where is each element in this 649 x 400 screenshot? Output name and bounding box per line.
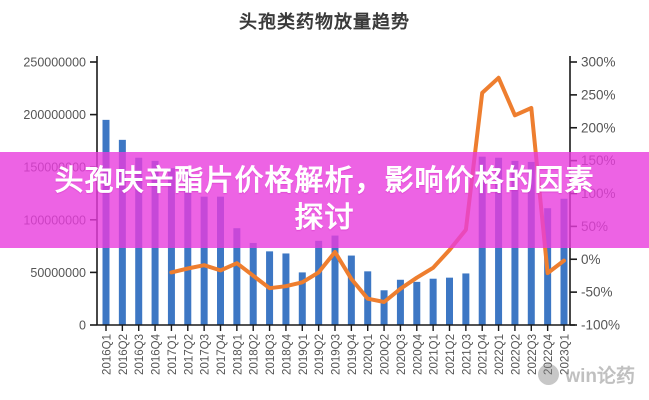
headline-line-1: 头孢呋辛酯片价格解析，影响价格的因素 <box>54 165 595 197</box>
bar-2018Q1 <box>233 228 241 325</box>
x-tick-label: 2018Q2 <box>249 334 261 375</box>
x-tick-label: 2022Q1 <box>494 334 506 375</box>
bar-2018Q4 <box>282 253 290 325</box>
right-axis-tick-label: -50% <box>581 285 613 300</box>
x-tick-label: 2019Q1 <box>298 334 310 375</box>
x-tick-label: 2021Q1 <box>429 334 441 375</box>
bar-2020Q4 <box>413 281 421 325</box>
bar-2021Q2 <box>446 277 453 325</box>
x-tick-label: 2023Q1 <box>560 334 572 375</box>
bar-2019Q2 <box>315 240 323 325</box>
x-tick-label: 2018Q1 <box>232 334 244 375</box>
left-axis-tick-label: 200000000 <box>23 108 86 122</box>
x-tick-label: 2017Q3 <box>200 334 212 375</box>
x-tick-label: 2021Q2 <box>445 334 457 375</box>
bar-2017Q3 <box>200 196 208 325</box>
x-tick-label: 2022Q4 <box>543 333 555 375</box>
x-tick-label: 2016Q4 <box>151 333 163 375</box>
x-tick-label: 2021Q4 <box>478 333 490 375</box>
growth-line <box>169 75 566 304</box>
bar-2021Q3 <box>462 273 470 325</box>
bar-2021Q1 <box>429 278 437 325</box>
x-tick-label: 2019Q3 <box>331 334 343 375</box>
right-axis-tick-label: 0% <box>581 252 601 267</box>
x-tick-label: 2020Q3 <box>396 334 408 375</box>
circle-logo-icon <box>538 364 560 385</box>
chart-title: 头孢类药物放量趋势 <box>239 12 410 32</box>
x-tick-label: 2016Q3 <box>134 334 146 375</box>
x-tick-label: 2017Q1 <box>167 334 179 375</box>
x-tick-label: 2019Q2 <box>314 334 326 375</box>
left-axis-tick-label: 250000000 <box>23 56 86 70</box>
x-tick-label: 2022Q2 <box>510 334 522 375</box>
right-axis-tick-label: -100% <box>581 318 620 333</box>
x-tick-label: 2017Q4 <box>216 333 228 375</box>
x-tick-label: 2018Q3 <box>265 334 277 375</box>
x-tick-label: 2020Q2 <box>380 334 392 375</box>
bar-2017Q4 <box>217 196 224 325</box>
watermark-text: win论药 <box>565 366 635 387</box>
x-tick-label: 2016Q1 <box>102 334 114 375</box>
bar-2018Q2 <box>249 242 257 325</box>
headline-banner: 头孢呋辛酯片价格解析，影响价格的因素 探讨 <box>0 152 649 248</box>
watermark: win论药 <box>538 361 635 388</box>
bar-2020Q3 <box>396 279 404 325</box>
left-axis-tick-label: 50000000 <box>30 266 86 280</box>
x-tick-label: 2020Q1 <box>363 334 375 375</box>
x-tick-label: 2016Q2 <box>118 334 130 375</box>
right-axis-tick-label: 250% <box>581 87 616 102</box>
headline-line-2: 探讨 <box>294 202 355 234</box>
bar-2019Q1 <box>298 272 306 325</box>
x-tick-label: 2018Q4 <box>281 333 293 375</box>
bar-2019Q4 <box>347 255 355 325</box>
x-tick-label: 2022Q3 <box>527 334 539 375</box>
bar-2020Q2 <box>380 290 388 325</box>
bar-2019Q3 <box>331 235 339 325</box>
x-tick-label: 2020Q4 <box>412 333 424 375</box>
right-axis-tick-label: 300% <box>581 55 616 70</box>
right-axis-tick-label: 200% <box>581 120 616 135</box>
x-tick-label: 2021Q3 <box>461 334 473 375</box>
x-tick-label: 2017Q2 <box>183 334 195 375</box>
left-axis-tick-label: 0 <box>79 319 86 333</box>
x-tick-label: 2019Q4 <box>347 333 359 375</box>
